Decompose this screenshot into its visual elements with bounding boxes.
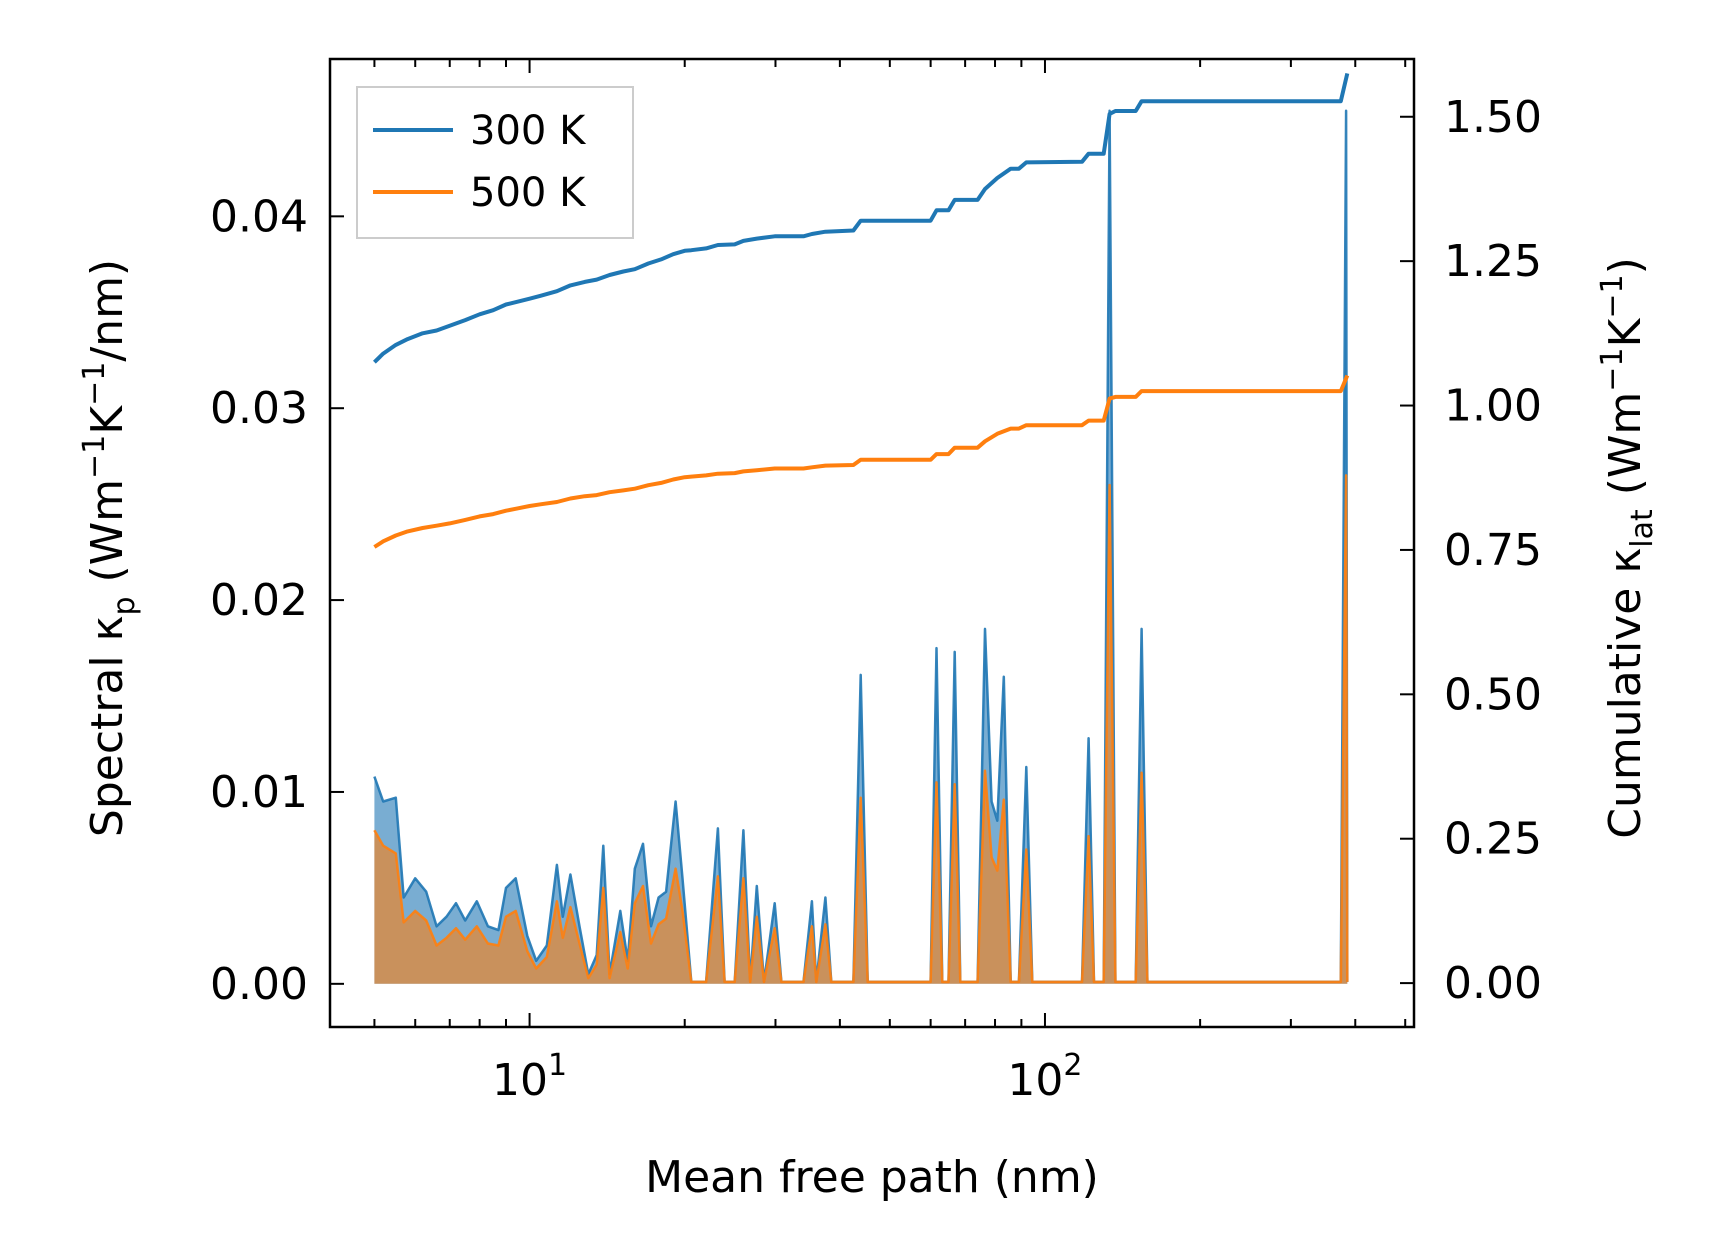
y-right-tick-label: 0.75 (1444, 525, 1542, 576)
y-right-axis-title: Cumulative κlat (Wm−1K−1) (1595, 257, 1660, 839)
y-right-title-sup1: −1 (1595, 347, 1630, 391)
y-right-title-k: K (1600, 317, 1651, 347)
y-right-title-prefix: Cumulative κ (1600, 548, 1651, 839)
legend-label-300k: 300 K (470, 108, 587, 154)
y-right-title-tail: ) (1600, 257, 1651, 274)
x-tick-label: 101 (492, 1048, 567, 1106)
y-left-title-units: (Wm (82, 479, 133, 597)
y-right-tick-label: 0.25 (1444, 814, 1542, 865)
y-left-tick-label: 0.03 (210, 383, 308, 434)
x-tick-exp: 1 (548, 1048, 567, 1083)
x-tick-exp: 2 (1063, 1048, 1082, 1083)
y-left-axis-title: Spectral κp (Wm−1K−1/nm) (77, 259, 142, 837)
y-right-tick-label: 1.00 (1444, 381, 1542, 432)
y-left-title-k: K (82, 405, 133, 435)
y-right-tick-label: 1.25 (1444, 236, 1542, 287)
y-right-title-sub: lat (1625, 509, 1660, 548)
y-left-title-sup2: −1 (77, 362, 112, 406)
y-left-tick-label: 0.00 (210, 959, 308, 1010)
y-left-title-prefix: Spectral κ (82, 616, 133, 838)
spectral-line-500k (373, 474, 1349, 984)
x-tick-base: 10 (492, 1055, 548, 1106)
y-right-tick-label: 0.50 (1444, 669, 1542, 720)
axes: 101 1020.000.010.020.030.040.000.250.500.… (210, 59, 1542, 1106)
y-right-tick-label: 0.00 (1444, 958, 1542, 1009)
cumulative-line-300k (373, 72, 1350, 364)
y-left-tick-label: 0.01 (210, 767, 308, 818)
x-tick-base: 10 (1007, 1055, 1063, 1106)
y-right-tick-label: 1.50 (1444, 92, 1542, 143)
y-left-tick-label: 0.04 (210, 191, 308, 242)
y-left-title-sup1: −1 (77, 435, 112, 479)
y-left-title-tail: /nm) (82, 259, 133, 362)
y-right-title-units: (Wm (1600, 392, 1651, 510)
y-right-title-sup2: −1 (1595, 274, 1630, 318)
y-left-tick-label: 0.02 (210, 575, 308, 626)
y-left-title-sub: p (107, 596, 142, 615)
x-axis-title: Mean free path (nm) (645, 1152, 1099, 1203)
x-tick-label: 102 (1007, 1048, 1082, 1106)
legend-label-500k: 500 K (470, 170, 587, 216)
cumulative-line-500k (373, 374, 1350, 549)
axes-frame (328, 57, 1416, 1029)
spectral-line-300k (373, 109, 1349, 984)
legend: 300 K 500 K (356, 86, 634, 239)
legend-box (356, 86, 634, 239)
plot-area (373, 72, 1350, 984)
